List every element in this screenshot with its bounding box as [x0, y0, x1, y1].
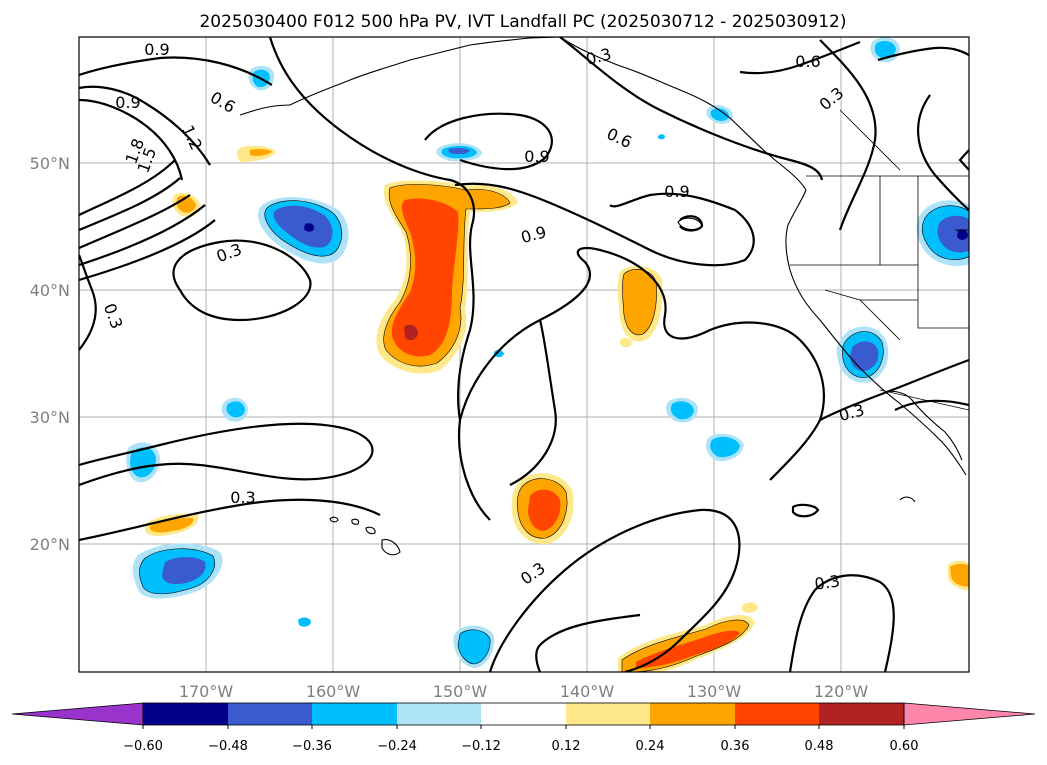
colorbar-tick-label: −0.12 [461, 739, 501, 754]
colorbar-segment [650, 703, 735, 725]
colorbar-ticks [142, 725, 905, 729]
lon-label: 130°W [687, 682, 742, 701]
lon-label: 150°W [433, 682, 488, 701]
colorbar-segment [312, 703, 397, 725]
contour-label: 0.9 [144, 40, 169, 59]
colorbar-segment [481, 703, 566, 725]
colorbar-tick-label: 0.60 [890, 739, 919, 754]
colorbar-segment [735, 703, 819, 725]
lon-label: 140°W [560, 682, 615, 701]
colorbar-tick-label: 0.24 [636, 739, 665, 754]
map-frame [78, 36, 970, 673]
pv-contours [79, 37, 969, 672]
lat-label: 50°N [30, 154, 70, 173]
lat-label: 20°N [30, 535, 70, 554]
lon-label: 170°W [179, 682, 234, 701]
colorbar-outline [142, 702, 905, 726]
contour-label: 0.9 [115, 93, 140, 112]
contour-label: 0.3 [230, 488, 255, 507]
colorbar-segment [228, 703, 312, 725]
colorbar-tick-label: 0.12 [552, 739, 581, 754]
contour-label: 0.9 [524, 147, 549, 166]
shading-outlines [139, 184, 969, 672]
colorbar-extend-high [903, 702, 1036, 726]
colorbar-tick-label: −0.24 [377, 739, 417, 754]
colorbar-tick-label: 0.36 [721, 739, 750, 754]
colorbar-segment [143, 703, 228, 725]
colorbar-segment [819, 703, 904, 725]
contour-label: 0.6 [795, 52, 820, 71]
colorbar-tick-label: −0.36 [292, 739, 332, 754]
lon-label: 120°W [814, 682, 869, 701]
longitude-labels: 170°W 160°W 150°W 140°W 130°W 120°W [179, 682, 869, 701]
map-background [79, 37, 969, 672]
colorbar-tick-label: 0.48 [805, 739, 834, 754]
colorbar-segment [566, 703, 650, 725]
colorbar-extend-low [11, 702, 144, 726]
latitude-labels: 50°N 40°N 30°N 20°N [30, 154, 70, 554]
colorbar-tick-label: −0.60 [123, 739, 163, 754]
lat-label: 30°N [30, 408, 70, 427]
lat-label: 40°N [30, 281, 70, 300]
map-title: 2025030400 F012 500 hPa PV, IVT Landfall… [199, 12, 846, 32]
contour-label: 0.3 [813, 571, 841, 593]
contour-label: 0.9 [664, 182, 689, 201]
lon-label: 160°W [306, 682, 361, 701]
colorbar: −0.60 −0.48 −0.36 −0.24 −0.12 0.12 0.24 … [11, 702, 1036, 754]
colorbar-segment [397, 703, 481, 725]
colorbar-tick-label: −0.48 [208, 739, 248, 754]
